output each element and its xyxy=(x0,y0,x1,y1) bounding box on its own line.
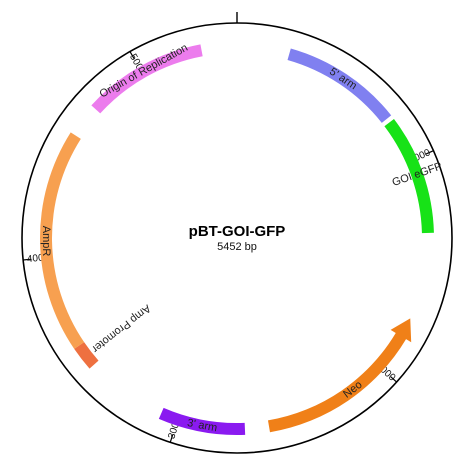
tick-mark-3000 xyxy=(169,434,174,443)
feature-three-arm xyxy=(158,407,246,435)
tick-mark-2000 xyxy=(390,376,398,383)
feature-ampr xyxy=(39,132,85,349)
feature-label-amp-promoter: Amp Promoter xyxy=(89,302,153,355)
feature-label-ampr: AmpR xyxy=(40,226,52,257)
feature-label-origin: Origin of Replication xyxy=(98,42,190,101)
feature-goi-egfp xyxy=(384,118,434,234)
tick-mark-5000 xyxy=(129,51,135,59)
feature-label-three-arm: 3' arm xyxy=(186,417,218,434)
feature-five-arm xyxy=(287,48,392,123)
plasmid-size: 5452 bp xyxy=(217,241,257,253)
tick-mark-1000 xyxy=(425,150,434,155)
tick-mark-4000 xyxy=(23,258,32,261)
feature-neo xyxy=(267,318,412,433)
feature-origin xyxy=(91,44,203,114)
feature-amp-promoter xyxy=(74,342,99,369)
plasmid-name: pBT-GOI-GFP xyxy=(189,223,286,240)
